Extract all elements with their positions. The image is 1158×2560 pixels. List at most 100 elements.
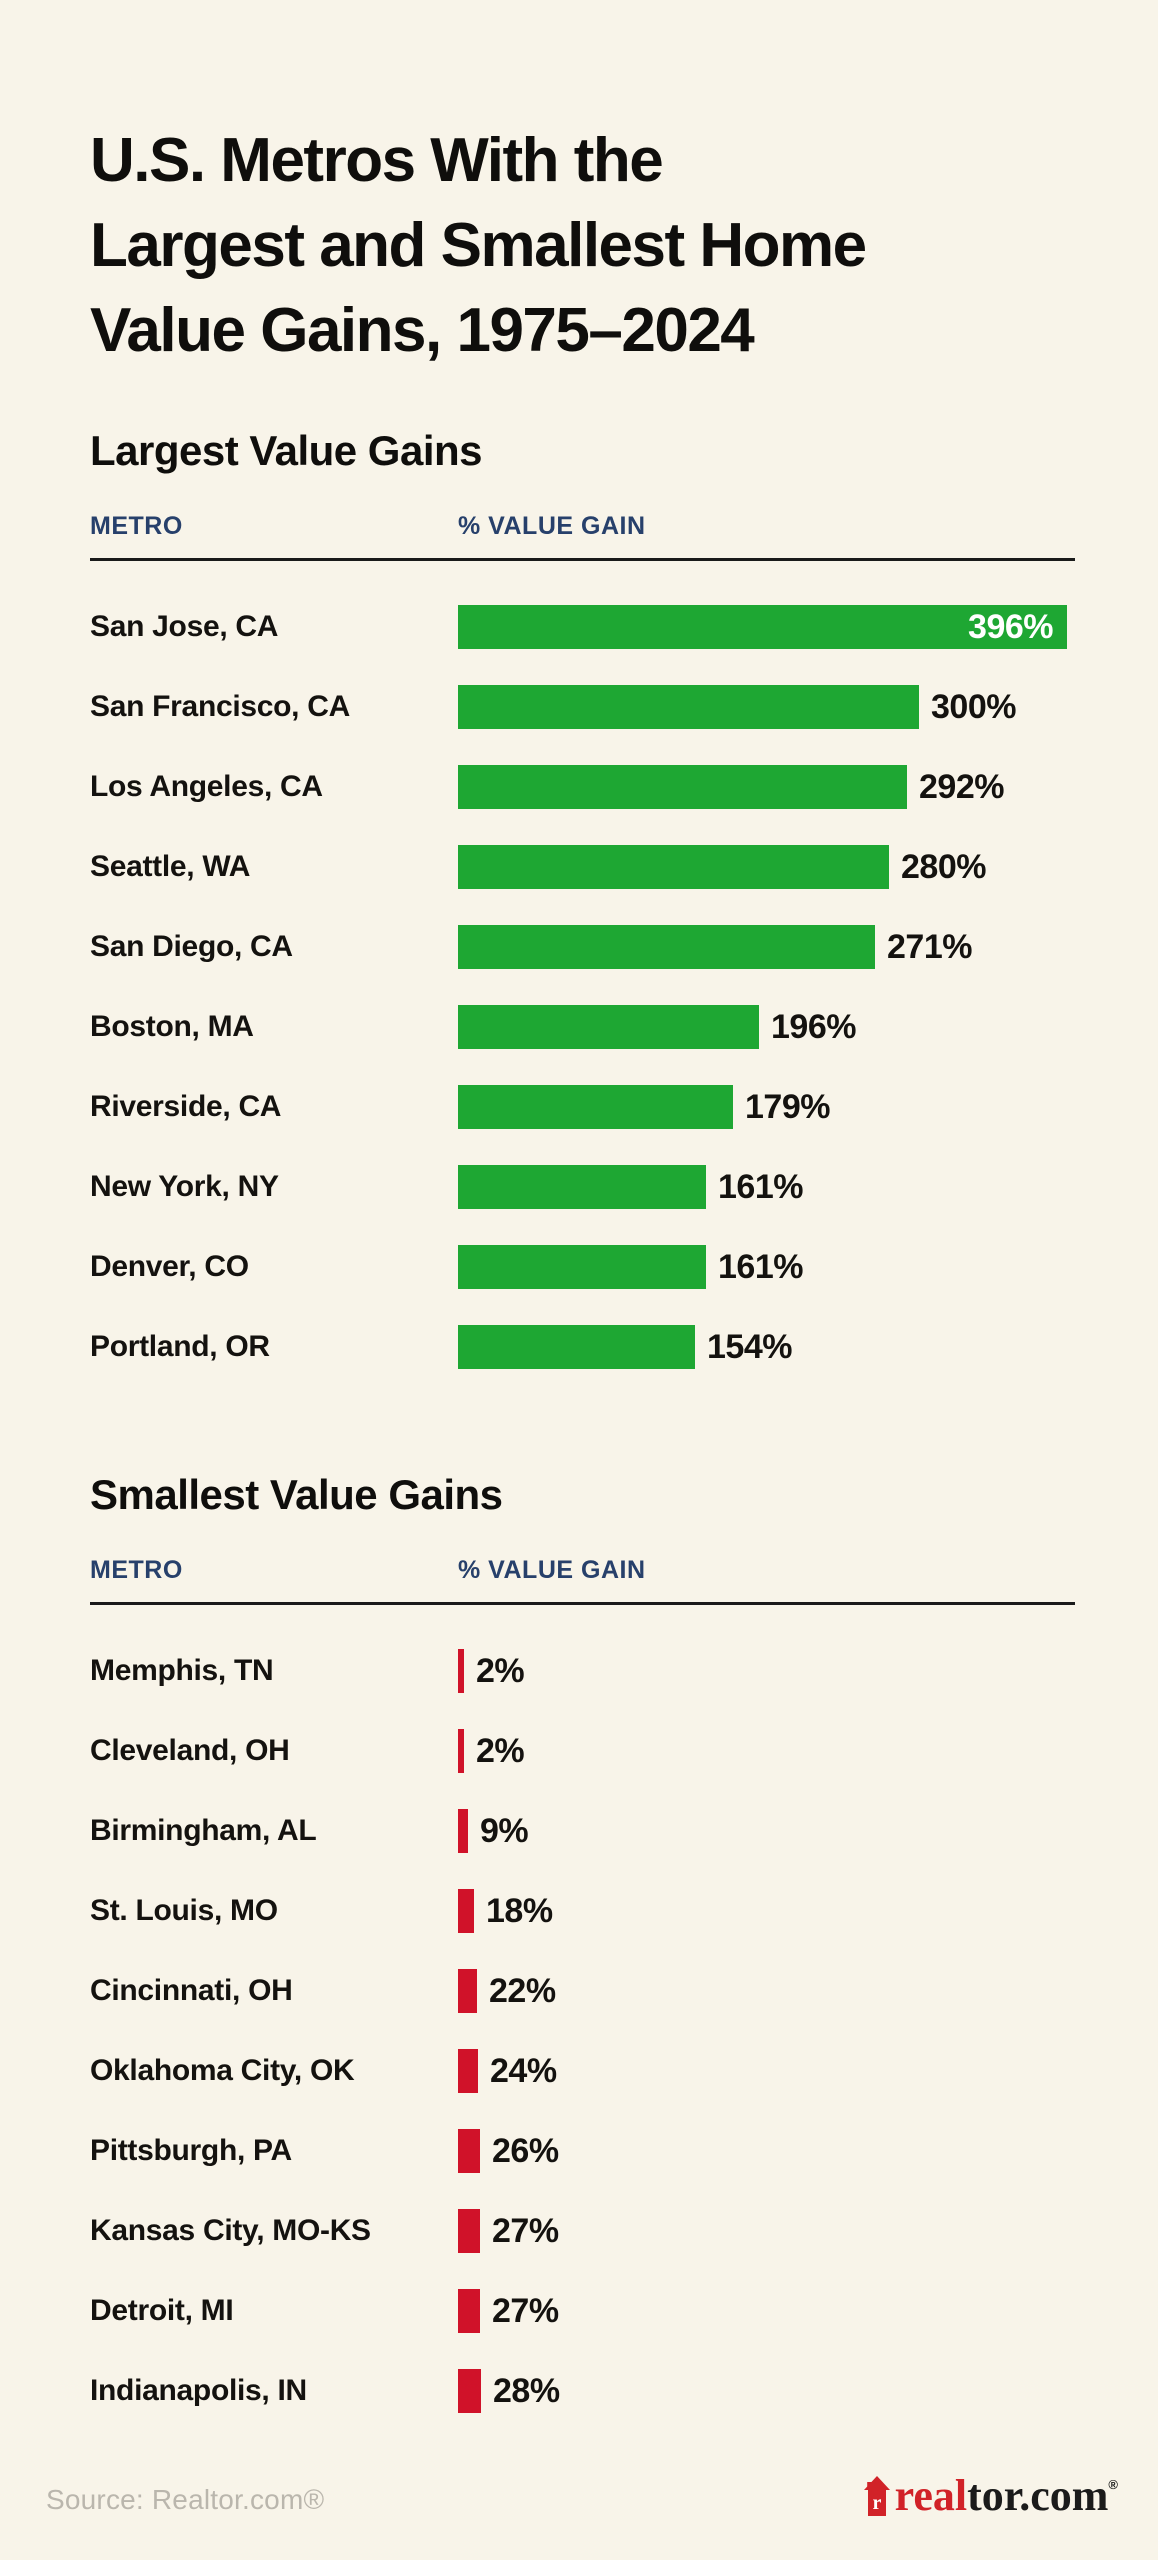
- bar-wrap: 28%: [458, 2369, 560, 2413]
- value-label: 27%: [492, 2291, 559, 2330]
- logo-text-tor: tor.com: [967, 2471, 1109, 2520]
- bar-wrap: 161%: [458, 1245, 803, 1289]
- value-label: 161%: [718, 1247, 803, 1286]
- metro-label: Birmingham, AL: [90, 1814, 317, 1847]
- table-row: San Diego, CA 271%: [90, 907, 1100, 987]
- value-label: 27%: [492, 2211, 559, 2250]
- metro-label: Boston, MA: [90, 1010, 254, 1043]
- value-label: 292%: [919, 767, 1004, 806]
- table-row: Seattle, WA 280%: [90, 827, 1100, 907]
- table-row: Pittsburgh, PA 26%: [90, 2111, 1100, 2191]
- table-row: San Jose, CA 396%: [90, 587, 1100, 667]
- bar-wrap: 179%: [458, 1085, 830, 1129]
- logo-text-real: real: [894, 2471, 968, 2520]
- bar-wrap: 271%: [458, 925, 972, 969]
- value-label: 396%: [968, 607, 1053, 646]
- metro-label: St. Louis, MO: [90, 1894, 278, 1927]
- value-bar: [458, 1729, 464, 1773]
- metro-label: Pittsburgh, PA: [90, 2134, 292, 2167]
- metro-label: San Diego, CA: [90, 930, 293, 963]
- header-rule: [90, 1602, 1075, 1605]
- bar-wrap: 154%: [458, 1325, 792, 1369]
- page-title-line: Largest and Smallest Home: [90, 210, 867, 280]
- value-label: 196%: [771, 1007, 856, 1046]
- bar-wrap: 2%: [458, 1649, 525, 1693]
- value-label: 271%: [887, 927, 972, 966]
- realtor-logo: r real tor.com ®: [863, 2471, 1118, 2520]
- metro-label: Denver, CO: [90, 1250, 249, 1283]
- column-header-value: % VALUE GAIN: [458, 512, 646, 540]
- bar-wrap: 2%: [458, 1729, 525, 1773]
- value-bar: [458, 2209, 480, 2253]
- source-text: Source: Realtor.com®: [46, 2484, 325, 2515]
- table-row: Memphis, TN 2%: [90, 1631, 1100, 1711]
- table-row: Riverside, CA 179%: [90, 1067, 1100, 1147]
- table-row: St. Louis, MO 18%: [90, 1871, 1100, 1951]
- metro-label: Indianapolis, IN: [90, 2374, 307, 2407]
- value-label: 2%: [476, 1651, 525, 1690]
- value-label: 280%: [901, 847, 986, 886]
- column-header-metro: METRO: [90, 512, 183, 540]
- value-bar: [458, 2369, 481, 2413]
- metro-label: Detroit, MI: [90, 2294, 234, 2327]
- bar-wrap: 27%: [458, 2289, 559, 2333]
- bar-wrap: 9%: [458, 1809, 529, 1853]
- page-title: U.S. Metros With the Largest and Smalles…: [90, 118, 867, 373]
- value-label: 179%: [745, 1087, 830, 1126]
- value-bar: [458, 1969, 477, 2013]
- table-row: Birmingham, AL 9%: [90, 1791, 1100, 1871]
- metro-label: Oklahoma City, OK: [90, 2054, 355, 2087]
- bar-wrap: 161%: [458, 1165, 803, 1209]
- value-bar: [458, 1165, 706, 1209]
- value-label: 24%: [490, 2051, 557, 2090]
- metro-label: Los Angeles, CA: [90, 770, 323, 803]
- metro-label: Riverside, CA: [90, 1090, 282, 1123]
- value-label: 26%: [492, 2131, 559, 2170]
- value-bar: [458, 2289, 480, 2333]
- value-bar: [458, 1325, 695, 1369]
- value-label: 300%: [931, 687, 1016, 726]
- value-bar: [458, 1809, 468, 1853]
- value-label: 154%: [707, 1327, 792, 1366]
- value-bar: 396%: [458, 605, 1067, 649]
- house-icon: r: [863, 2476, 890, 2516]
- bar-rows: San Jose, CA 396% San Francisco, CA 300%…: [90, 587, 1100, 1387]
- metro-label: Memphis, TN: [90, 1654, 274, 1687]
- bar-wrap: 280%: [458, 845, 986, 889]
- column-headers: METRO % VALUE GAIN: [90, 1556, 1075, 1585]
- table-row: Cincinnati, OH 22%: [90, 1951, 1100, 2031]
- bar-wrap: 22%: [458, 1969, 556, 2013]
- bar-wrap: 396%: [458, 605, 1067, 649]
- svg-text:r: r: [872, 2492, 881, 2514]
- metro-label: Kansas City, MO-KS: [90, 2214, 371, 2247]
- column-header-metro: METRO: [90, 1556, 183, 1584]
- value-bar: [458, 2049, 478, 2093]
- value-label: 9%: [480, 1811, 529, 1850]
- metro-label: Cincinnati, OH: [90, 1974, 293, 2007]
- table-row: Detroit, MI 27%: [90, 2271, 1100, 2351]
- bar-wrap: 300%: [458, 685, 1016, 729]
- metro-label: Cleveland, OH: [90, 1734, 290, 1767]
- header-rule: [90, 558, 1075, 561]
- column-header-value: % VALUE GAIN: [458, 1556, 646, 1584]
- registered-mark: ®: [1108, 2477, 1118, 2492]
- table-row: Los Angeles, CA 292%: [90, 747, 1100, 827]
- value-bar: [458, 925, 875, 969]
- value-bar: [458, 1085, 733, 1129]
- metro-label: Portland, OR: [90, 1330, 270, 1363]
- metro-label: Seattle, WA: [90, 850, 251, 883]
- value-label: 18%: [486, 1891, 553, 1930]
- metro-label: San Jose, CA: [90, 610, 279, 643]
- table-row: San Francisco, CA 300%: [90, 667, 1100, 747]
- table-row: Indianapolis, IN 28%: [90, 2351, 1100, 2431]
- page-title-line: Value Gains, 1975–2024: [90, 295, 755, 365]
- value-bar: [458, 2129, 480, 2173]
- value-label: 22%: [489, 1971, 556, 2010]
- value-label: 2%: [476, 1731, 525, 1770]
- value-bar: [458, 845, 889, 889]
- value-label: 161%: [718, 1167, 803, 1206]
- bar-wrap: 27%: [458, 2209, 559, 2253]
- table-row: Boston, MA 196%: [90, 987, 1100, 1067]
- value-bar: [458, 765, 907, 809]
- value-bar: [458, 1649, 464, 1693]
